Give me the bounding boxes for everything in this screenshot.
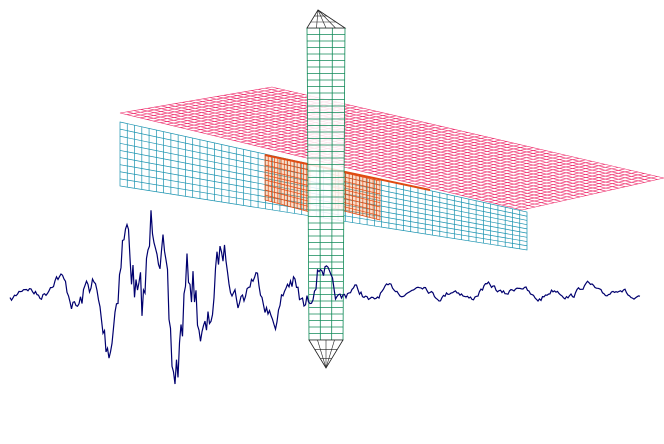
column-end xyxy=(307,10,345,28)
page: (() => { JSON.parse(document.getElementB… xyxy=(0,0,664,444)
slab-mesh xyxy=(120,87,664,210)
column-mesh xyxy=(307,28,345,340)
structure-illustration xyxy=(0,0,664,444)
